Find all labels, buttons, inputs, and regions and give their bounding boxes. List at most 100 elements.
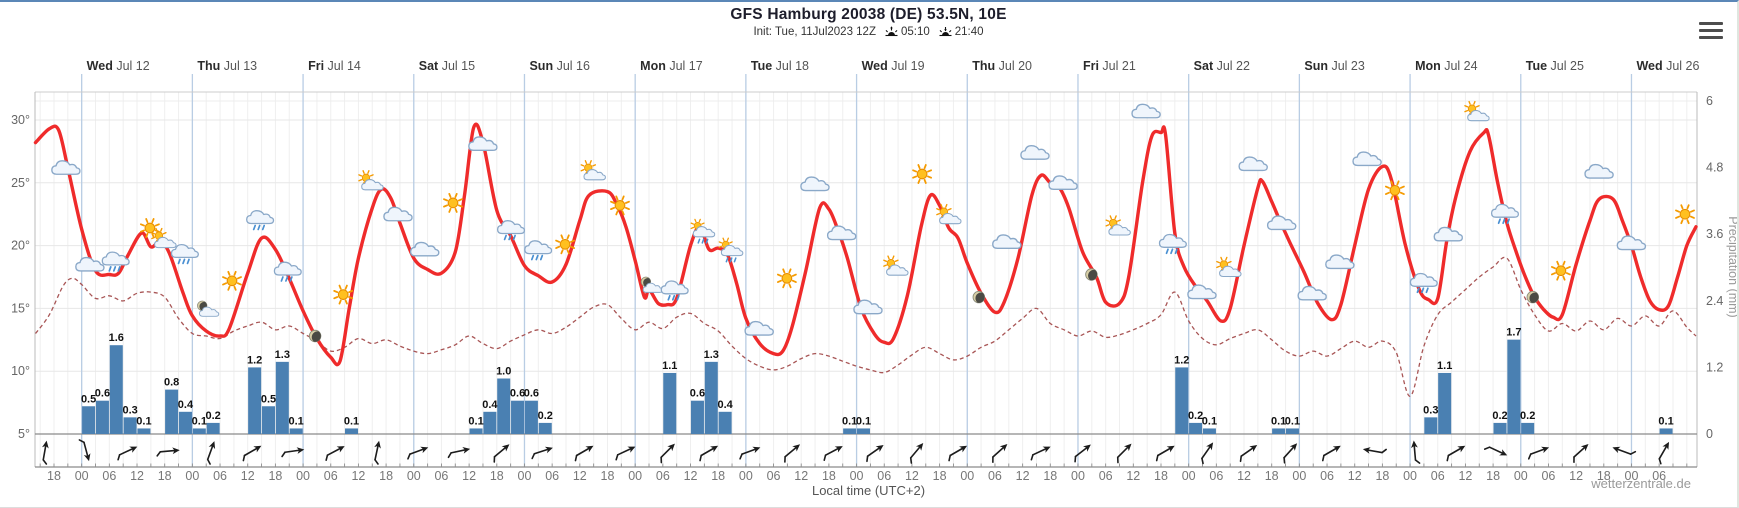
hamburger-menu-icon[interactable] — [1699, 22, 1723, 42]
weather-icon-cloud — [1616, 235, 1647, 251]
wind-arrow — [823, 446, 843, 462]
time-tick-label: 00 — [1514, 469, 1528, 483]
cloud-part — [1020, 145, 1050, 160]
wind-arrow — [531, 446, 553, 460]
sun-ray — [454, 207, 458, 213]
time-tick-label: 00 — [960, 469, 974, 483]
time-tick-label: 06 — [656, 469, 670, 483]
cloud-shape — [583, 169, 606, 181]
precip-bar — [275, 361, 289, 434]
rain-drop — [667, 294, 671, 301]
sun-ray — [592, 164, 597, 167]
cloud-part — [1048, 175, 1078, 191]
wind-arrow — [1446, 445, 1466, 462]
precip-bar-label: 0.1 — [344, 415, 359, 427]
sun-ray — [358, 174, 363, 177]
sun-ray — [1117, 219, 1121, 222]
cloud-shape — [692, 226, 716, 238]
cloud-shape — [853, 299, 883, 315]
wind-arrow-tail — [325, 454, 329, 462]
day-label: Tue Jul 25 — [1526, 59, 1584, 73]
sun-ray — [555, 245, 561, 249]
cloud-shape — [744, 320, 774, 336]
rain-drop — [117, 266, 121, 272]
sun-ray — [1396, 195, 1400, 201]
wind-arrow-tail — [1414, 459, 1421, 464]
left-axis-tick-label: 30° — [11, 113, 30, 127]
wind-arrow-shaft — [575, 446, 593, 457]
precip-bar-label: 0.1 — [842, 415, 857, 427]
left-axis-tick-label: 20° — [11, 239, 30, 253]
cloud-shape — [1108, 224, 1131, 236]
wind-arrow-head — [336, 446, 345, 453]
wind-arrow-tail — [1446, 454, 1450, 462]
cloud-shape — [1467, 109, 1490, 122]
time-tick-label: 18 — [711, 469, 725, 483]
wind-arrow-shaft — [866, 445, 883, 457]
sun-ray — [560, 249, 564, 255]
time-tick-label: 00 — [739, 469, 753, 483]
cloud-shape — [246, 210, 275, 225]
rain-drop — [112, 266, 117, 272]
rain-drop — [1174, 248, 1178, 255]
wind-arrow-head — [501, 444, 510, 452]
time-tick-label: 00 — [1625, 469, 1639, 483]
sun-ray — [448, 192, 452, 198]
precip-bar-label: 0.1 — [289, 415, 304, 427]
rain-drop — [530, 254, 535, 261]
time-tick-label: 06 — [434, 469, 448, 483]
cloud-shape — [361, 179, 384, 191]
cloud-part — [1187, 284, 1217, 300]
cloud-part — [170, 243, 199, 259]
cloud-part — [524, 240, 553, 255]
sun-ray — [1473, 100, 1476, 105]
wind-arrow-tail — [156, 450, 162, 457]
rain-drops — [503, 234, 516, 241]
time-tick-label: 18 — [1154, 469, 1168, 483]
wind-arrow — [1155, 445, 1175, 462]
day-label: Mon Jul 17 — [640, 59, 703, 73]
left-axis-tick-label: 10° — [11, 364, 30, 378]
cloud-part — [826, 225, 857, 241]
cloud-shape — [1020, 145, 1050, 160]
sun-ray — [1399, 191, 1405, 195]
sun-disc — [781, 272, 793, 284]
sun-ray — [145, 232, 149, 238]
wind-arrow — [1411, 440, 1421, 464]
wind-arrow-tail — [281, 451, 286, 458]
rain-drop — [257, 224, 261, 231]
weather-icon-sun — [443, 192, 463, 213]
sun-ray — [1105, 224, 1110, 227]
cloud-part — [886, 264, 909, 276]
wind-arrow-shaft — [118, 446, 136, 456]
wind-arrow — [699, 445, 719, 462]
wind-arrow-head — [1499, 449, 1508, 456]
precip-bar-label: 1.3 — [704, 349, 719, 361]
precip-bar — [1175, 367, 1189, 434]
wind-arrow-head — [462, 447, 471, 454]
cloud-shape — [1325, 254, 1355, 270]
sun-ray — [151, 231, 156, 235]
right-axis-tick-label: 3.6 — [1706, 227, 1723, 241]
sun-ray — [1562, 260, 1566, 266]
sun-ray — [936, 208, 941, 211]
left-axis-tick-label: 15° — [11, 301, 30, 315]
cloud-part — [199, 306, 220, 317]
rain-drop — [289, 276, 293, 282]
time-tick-label: 12 — [241, 469, 255, 483]
cloud-part — [101, 251, 130, 266]
day-label: Tue Jul 18 — [751, 59, 809, 73]
weather-icon-cloud — [383, 206, 413, 222]
wind-arrow-tail — [493, 455, 496, 463]
wind-arrow-shaft — [992, 444, 1007, 458]
time-tick-label: 12 — [905, 469, 919, 483]
time-tick-label: 06 — [767, 469, 781, 483]
time-tick-label: 12 — [573, 469, 587, 483]
rain-drop — [261, 224, 266, 231]
precip-bar-label: 0.1 — [856, 415, 871, 427]
wind-arrow-tail — [1201, 457, 1204, 465]
wind-arrow-tail — [784, 455, 786, 463]
time-tick-label: 06 — [1209, 469, 1223, 483]
sun-disc — [447, 197, 459, 209]
weather-icon-suncloudrain — [718, 237, 744, 263]
